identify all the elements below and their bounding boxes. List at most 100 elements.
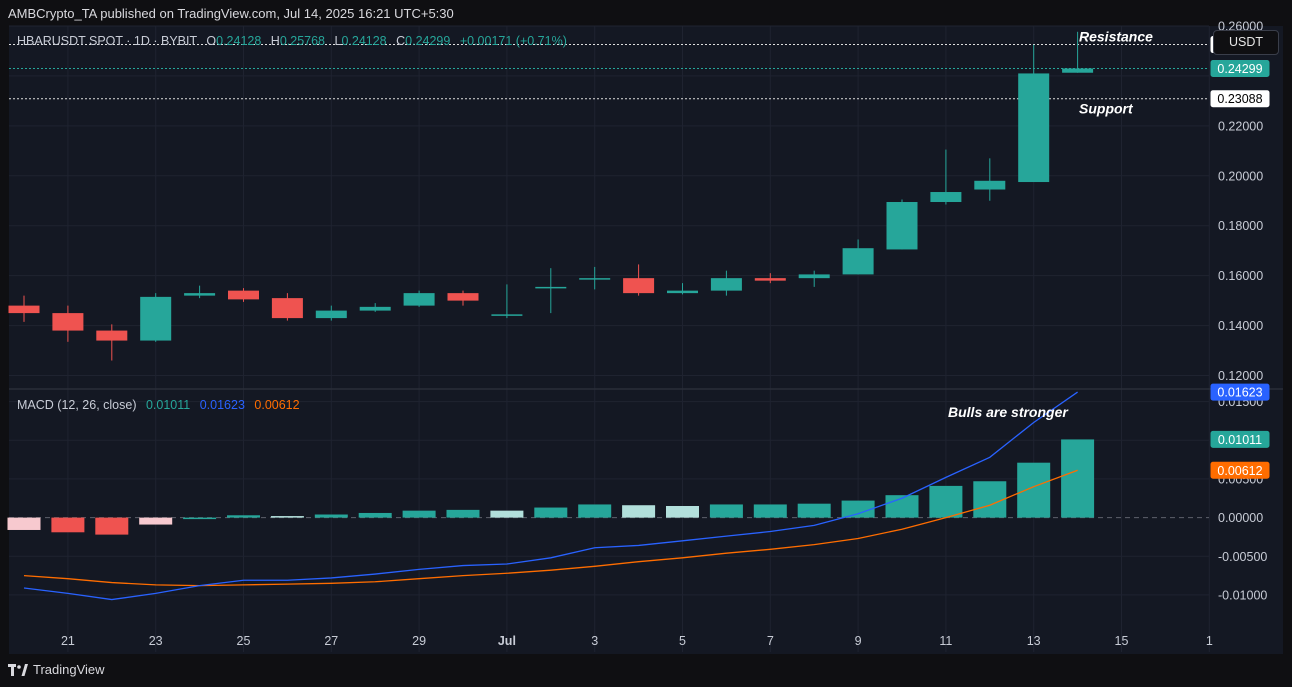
open-value: 0.24128 bbox=[216, 34, 261, 48]
macd-histogram-bar bbox=[710, 504, 743, 517]
bulls-annotation: Bulls are stronger bbox=[948, 404, 1069, 420]
macd-histogram-bar bbox=[666, 506, 699, 518]
macd-line-value: 0.01623 bbox=[200, 398, 245, 412]
candle-body bbox=[711, 278, 742, 290]
candle-body bbox=[448, 293, 479, 300]
candle-body bbox=[9, 306, 40, 313]
macd-histogram-bar bbox=[271, 516, 304, 518]
signal-line bbox=[24, 470, 1078, 585]
price-tick-label: 0.18000 bbox=[1218, 219, 1263, 233]
x-tick-label: Jul bbox=[498, 634, 516, 648]
macd-histogram-bar bbox=[51, 518, 84, 533]
candle-body bbox=[272, 298, 303, 318]
close-label: C bbox=[396, 34, 405, 48]
macd-histogram-bar bbox=[578, 504, 611, 517]
candle-body bbox=[930, 192, 961, 202]
change-value: +0.00171 (+0.71%) bbox=[460, 34, 567, 48]
x-tick-label: 25 bbox=[237, 634, 251, 648]
price-legend: HBARUSDT SPOT · 1D · BYBIT O0.24128 H0.2… bbox=[17, 34, 567, 48]
open-label: O bbox=[206, 34, 216, 48]
macd-histogram-bar bbox=[534, 508, 567, 518]
x-tick-label: 11 bbox=[939, 634, 952, 648]
candle-body bbox=[799, 274, 830, 278]
macd-signal-value: 0.00612 bbox=[254, 398, 299, 412]
macd-axis-label: 0.01623 bbox=[1217, 386, 1262, 400]
candle-body bbox=[579, 278, 610, 280]
macd-histogram-bar bbox=[227, 515, 260, 517]
close-value: 0.24299 bbox=[405, 34, 450, 48]
low-value: 0.24128 bbox=[341, 34, 386, 48]
macd-histogram-bar bbox=[8, 518, 41, 530]
macd-histogram-bar bbox=[139, 518, 172, 525]
high-value: 0.25768 bbox=[280, 34, 325, 48]
histogram-axis-label: 0.01011 bbox=[1218, 433, 1262, 447]
macd-histogram-bar bbox=[315, 515, 348, 518]
candle-body bbox=[316, 311, 347, 318]
high-label: H bbox=[271, 34, 280, 48]
x-tick-label: 3 bbox=[591, 634, 598, 648]
resistance-annotation: Resistance bbox=[1079, 29, 1153, 45]
x-tick-label: 1 bbox=[1206, 634, 1213, 648]
support-annotation: Support bbox=[1079, 101, 1134, 117]
symbol-label: HBARUSDT SPOT · 1D · BYBIT bbox=[17, 34, 197, 48]
candle-body bbox=[843, 248, 874, 274]
x-tick-label: 23 bbox=[149, 634, 163, 648]
macd-title: MACD (12, 26, close) bbox=[17, 398, 136, 412]
macd-histogram-bar bbox=[929, 486, 962, 518]
price-tick-label: 0.20000 bbox=[1218, 169, 1263, 183]
macd-legend: MACD (12, 26, close) 0.01011 0.01623 0.0… bbox=[17, 398, 300, 412]
candle-body bbox=[228, 291, 259, 300]
candle-body bbox=[404, 293, 435, 305]
macd-tick-label: 0.00000 bbox=[1218, 511, 1263, 525]
macd-histogram-bar bbox=[798, 504, 831, 518]
macd-tick-label: -0.00500 bbox=[1218, 550, 1267, 564]
footer-brand-label: TradingView bbox=[33, 662, 105, 677]
candle-body bbox=[623, 278, 654, 293]
x-tick-label: 5 bbox=[679, 634, 686, 648]
support-price-label: 0.23088 bbox=[1217, 92, 1262, 106]
price-tick-label: 0.16000 bbox=[1218, 269, 1263, 283]
candle-body bbox=[360, 307, 391, 311]
macd-histogram-bar bbox=[973, 481, 1006, 517]
tradingview-logo-icon bbox=[8, 664, 28, 676]
candle-body bbox=[184, 293, 215, 295]
price-tick-label: 0.14000 bbox=[1218, 319, 1263, 333]
macd-tick-label: -0.01000 bbox=[1218, 588, 1267, 602]
x-tick-label: 7 bbox=[767, 634, 774, 648]
macd-histogram-bar bbox=[1017, 463, 1050, 518]
price-tick-label: 0.22000 bbox=[1218, 119, 1263, 133]
x-tick-label: 9 bbox=[855, 634, 862, 648]
x-tick-label: 29 bbox=[412, 634, 426, 648]
macd-histogram-bar bbox=[490, 511, 523, 518]
currency-button[interactable]: USDT bbox=[1213, 30, 1279, 55]
x-tick-label: 15 bbox=[1115, 634, 1129, 648]
candle-body bbox=[1018, 73, 1049, 182]
macd-histogram-bar bbox=[403, 511, 436, 518]
current-price-label: 0.24299 bbox=[1217, 62, 1262, 76]
macd-histogram-bar bbox=[183, 518, 216, 520]
candle-body bbox=[755, 278, 786, 280]
candle-body bbox=[52, 313, 83, 330]
macd-histogram-bar bbox=[622, 505, 655, 517]
macd-histogram-bar bbox=[359, 513, 392, 518]
candle-body bbox=[535, 287, 566, 289]
candle-body bbox=[667, 291, 698, 293]
macd-histogram-bar bbox=[1061, 439, 1094, 517]
macd-line bbox=[24, 392, 1078, 599]
price-tick-label: 0.12000 bbox=[1218, 369, 1263, 383]
candle-body bbox=[96, 331, 127, 341]
macd-histogram-bar bbox=[95, 518, 128, 535]
candle-body bbox=[491, 314, 522, 316]
macd-histogram-bar bbox=[447, 510, 480, 518]
x-tick-label: 13 bbox=[1027, 634, 1041, 648]
x-tick-label: 21 bbox=[61, 634, 75, 648]
candle-body bbox=[887, 202, 918, 249]
footer-brand[interactable]: TradingView bbox=[8, 662, 105, 677]
signal-axis-label: 0.00612 bbox=[1217, 464, 1262, 478]
candle-body bbox=[974, 181, 1005, 190]
x-tick-label: 27 bbox=[324, 634, 338, 648]
macd-histogram-bar bbox=[754, 504, 787, 517]
candle-body bbox=[140, 297, 171, 341]
macd-histogram-value: 0.01011 bbox=[146, 398, 190, 412]
